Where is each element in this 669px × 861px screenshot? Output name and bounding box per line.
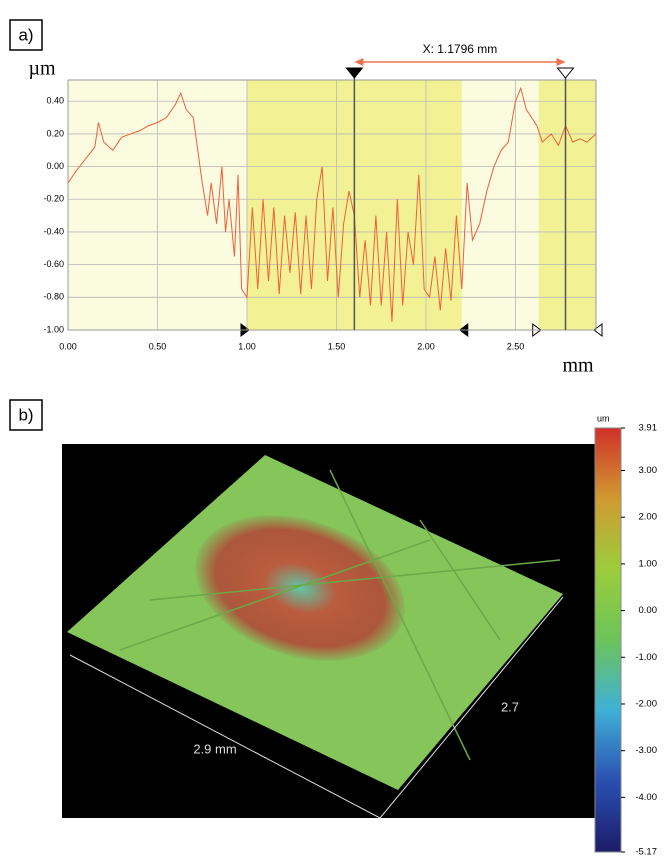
- profile-line: [67, 86, 597, 322]
- dimension-label: 2.9 mm: [193, 741, 236, 756]
- y-tick-label: -0.40: [43, 226, 64, 236]
- colorbar-tick-label: 3.00: [639, 465, 658, 476]
- y-tick-label: 0.40: [46, 96, 64, 106]
- x-tick-label: 0.00: [59, 341, 77, 351]
- scratch: [119, 469, 561, 761]
- y-tick-label: -1.00: [43, 324, 64, 334]
- colorbar-tick-label: -4.00: [635, 792, 657, 803]
- cursor-marker: [345, 67, 364, 79]
- y-tick-label: 0.20: [46, 128, 64, 138]
- colorbar-unit: um: [597, 413, 610, 423]
- panel-label: b): [18, 405, 33, 424]
- panel-box: [9, 399, 43, 431]
- cursor-marker: [556, 67, 575, 79]
- y-unit: µm: [28, 58, 56, 80]
- x-tick-label: 0.50: [149, 341, 167, 351]
- colorbar-tick-label: 1.00: [639, 558, 658, 569]
- cursor-label: X: 1.1796 mm: [423, 42, 498, 56]
- y-tick-label: -0.20: [43, 194, 64, 204]
- x-unit: mm: [562, 355, 594, 377]
- y-tick-label: -0.80: [43, 292, 64, 302]
- dimension-label: 2.7: [501, 699, 519, 714]
- x-tick-label: 2.50: [507, 341, 525, 351]
- panel-box: [9, 19, 43, 51]
- colorbar-tick-label: 0.00: [639, 605, 658, 616]
- colorbar-tick-label: 2.00: [639, 512, 658, 523]
- panel-label: a): [18, 25, 33, 44]
- colorbar: [594, 427, 622, 853]
- x-tick-label: 2.00: [417, 341, 435, 351]
- colorbar-tick-label: -3.00: [635, 745, 657, 756]
- y-tick-label: -0.60: [43, 259, 64, 269]
- region-marker: [593, 323, 603, 337]
- colorbar-tick-label: 3.91: [639, 423, 658, 434]
- colorbar-tick-label: -5.17: [635, 847, 657, 856]
- colorbar-tick-label: -1.00: [635, 652, 657, 663]
- x-tick-label: 1.50: [328, 341, 346, 351]
- crater: [195, 515, 405, 661]
- highlight-region: [538, 80, 596, 330]
- colorbar-tick-label: -2.00: [635, 698, 657, 709]
- bounding-box: [69, 596, 564, 819]
- y-tick-label: 0.00: [46, 161, 64, 171]
- plot-frame: [67, 79, 597, 331]
- x-tick-label: 1.00: [238, 341, 256, 351]
